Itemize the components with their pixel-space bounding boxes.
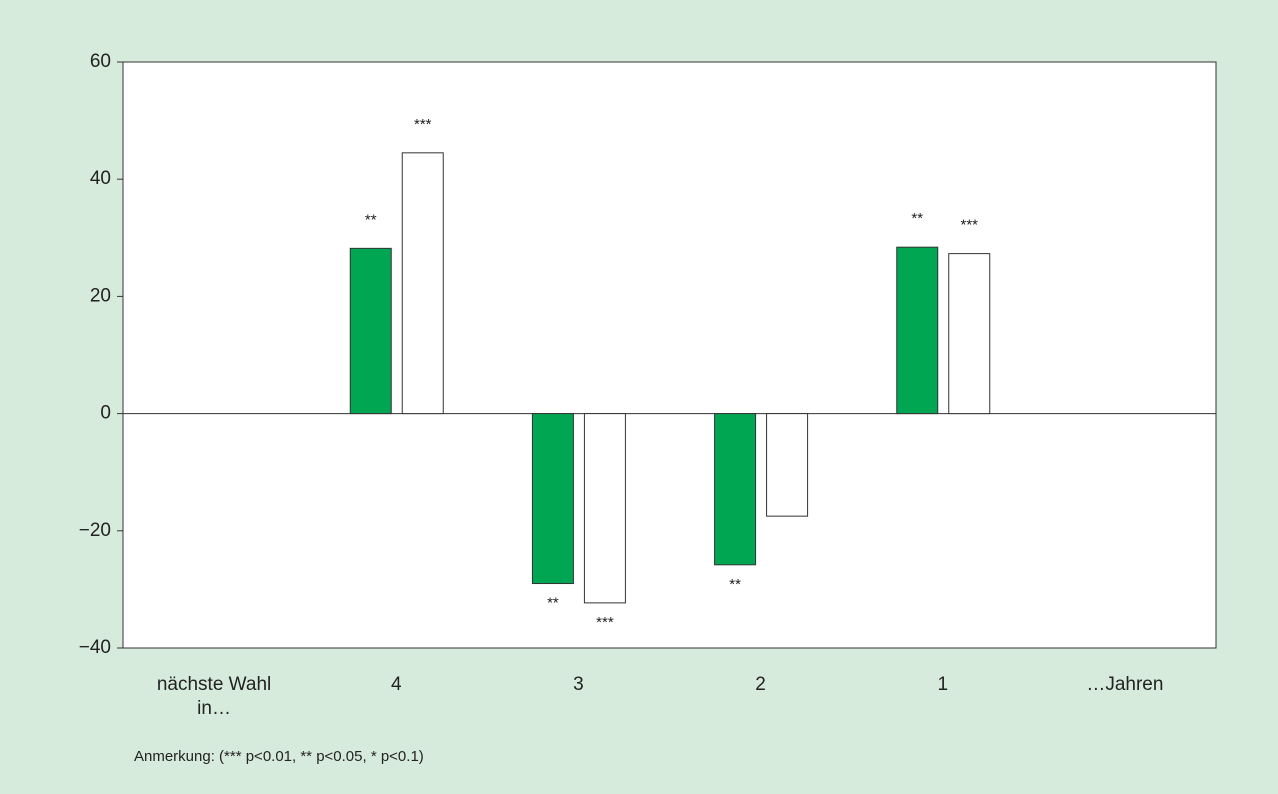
- bar: [948, 253, 991, 415]
- bar: [714, 413, 757, 566]
- x-tick-label: …Jahren: [1086, 674, 1164, 695]
- y-tick-label: 0: [100, 403, 111, 424]
- x-tick-label: 3: [573, 674, 584, 695]
- x-tick-label: nächste Wahl in…: [156, 674, 272, 719]
- bar: [531, 413, 574, 585]
- significance-label: **: [365, 211, 377, 228]
- y-tick-label: 20: [90, 285, 111, 306]
- x-tick-label: 2: [755, 674, 766, 695]
- y-tick-label: 40: [90, 168, 111, 189]
- x-tick-label: 4: [390, 674, 402, 695]
- bar: [583, 413, 626, 604]
- y-tick-label: 60: [90, 51, 111, 72]
- significance-label: **: [911, 210, 923, 227]
- significance-label: ***: [414, 116, 432, 133]
- y-tick-label: −40: [79, 637, 111, 658]
- note: Anmerkung: (*** p<0.01, ** p<0.05, * p<0…: [134, 748, 424, 765]
- y-tick-label: −20: [79, 520, 111, 541]
- significance-label: **: [729, 576, 741, 593]
- bar: [766, 413, 809, 517]
- significance-label: ***: [960, 217, 978, 234]
- plot-area: [122, 61, 1217, 649]
- significance-label: **: [547, 595, 559, 612]
- bar: [896, 246, 939, 415]
- bar: [401, 152, 444, 415]
- significance-label: ***: [596, 614, 614, 631]
- bar: [349, 247, 392, 415]
- x-tick-label: 1: [937, 674, 949, 695]
